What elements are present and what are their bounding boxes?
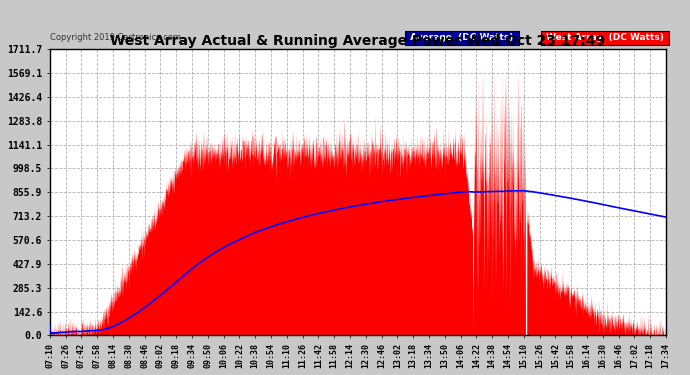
Text: Copyright 2019 Cartronics.com: Copyright 2019 Cartronics.com: [50, 33, 181, 42]
Title: West Array Actual & Running Average Power Wed Oct 23 17:49: West Array Actual & Running Average Powe…: [110, 34, 606, 48]
Text: West Array  (DC Watts): West Array (DC Watts): [543, 33, 667, 42]
Text: Average  (DC Watts): Average (DC Watts): [407, 33, 517, 42]
